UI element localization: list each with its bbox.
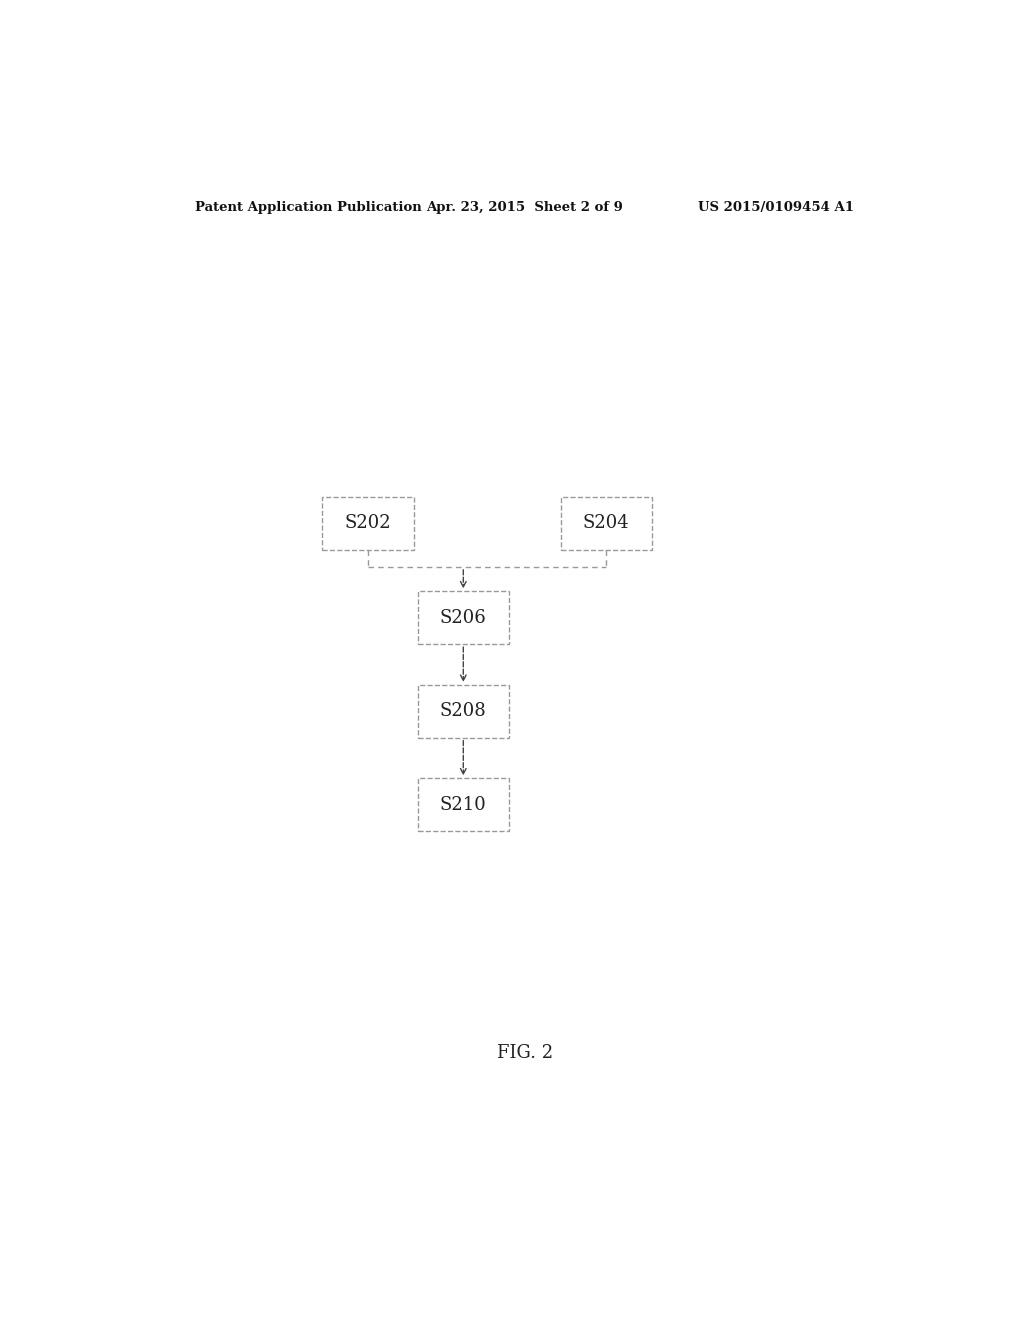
Text: S208: S208 (440, 702, 486, 721)
Text: S206: S206 (440, 609, 486, 627)
FancyBboxPatch shape (418, 591, 509, 644)
Text: US 2015/0109454 A1: US 2015/0109454 A1 (698, 201, 854, 214)
FancyBboxPatch shape (560, 496, 652, 549)
Text: S210: S210 (440, 796, 486, 814)
FancyBboxPatch shape (418, 779, 509, 832)
Text: Apr. 23, 2015  Sheet 2 of 9: Apr. 23, 2015 Sheet 2 of 9 (426, 201, 624, 214)
Text: S204: S204 (583, 515, 630, 532)
Text: Patent Application Publication: Patent Application Publication (196, 201, 422, 214)
Text: S202: S202 (345, 515, 391, 532)
FancyBboxPatch shape (323, 496, 414, 549)
Text: FIG. 2: FIG. 2 (497, 1044, 553, 1061)
FancyBboxPatch shape (418, 685, 509, 738)
